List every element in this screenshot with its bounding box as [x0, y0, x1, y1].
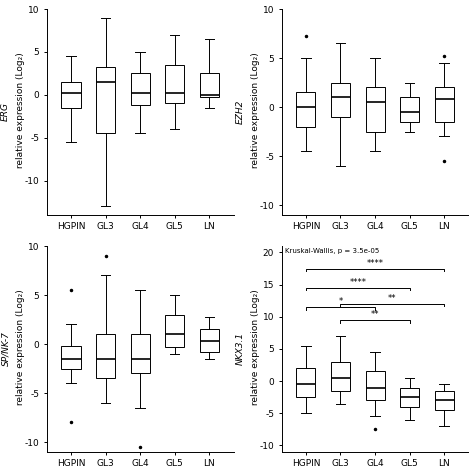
Text: ****: **** — [349, 278, 366, 287]
Text: NKX3.1: NKX3.1 — [236, 332, 245, 365]
PathPatch shape — [62, 346, 81, 368]
Text: SP/NK-7: SP/NK-7 — [1, 331, 10, 366]
Text: EZH2: EZH2 — [236, 100, 245, 124]
PathPatch shape — [435, 391, 454, 410]
PathPatch shape — [400, 97, 419, 122]
Text: Kruskal-Wallis, p = 3.5e-05: Kruskal-Wallis, p = 3.5e-05 — [285, 248, 380, 254]
Text: relative expression (Log₂): relative expression (Log₂) — [251, 290, 260, 408]
PathPatch shape — [165, 315, 184, 347]
PathPatch shape — [331, 362, 350, 391]
PathPatch shape — [435, 87, 454, 122]
PathPatch shape — [96, 67, 115, 133]
PathPatch shape — [296, 92, 315, 127]
PathPatch shape — [365, 87, 384, 131]
Text: *: * — [338, 298, 343, 307]
Text: ****: **** — [366, 259, 383, 268]
Text: relative expression (Log₂): relative expression (Log₂) — [16, 290, 25, 408]
PathPatch shape — [200, 329, 219, 352]
PathPatch shape — [131, 73, 150, 105]
PathPatch shape — [365, 372, 384, 401]
PathPatch shape — [200, 73, 219, 97]
PathPatch shape — [400, 388, 419, 407]
Text: **: ** — [371, 310, 379, 319]
PathPatch shape — [165, 65, 184, 103]
Text: ERG: ERG — [1, 102, 10, 121]
PathPatch shape — [296, 368, 315, 397]
PathPatch shape — [131, 334, 150, 374]
Text: relative expression (Log₂): relative expression (Log₂) — [16, 53, 25, 171]
PathPatch shape — [62, 82, 81, 108]
PathPatch shape — [331, 82, 350, 117]
PathPatch shape — [96, 334, 115, 378]
Text: **: ** — [388, 294, 397, 303]
Text: relative expression (Log₂): relative expression (Log₂) — [251, 53, 260, 171]
